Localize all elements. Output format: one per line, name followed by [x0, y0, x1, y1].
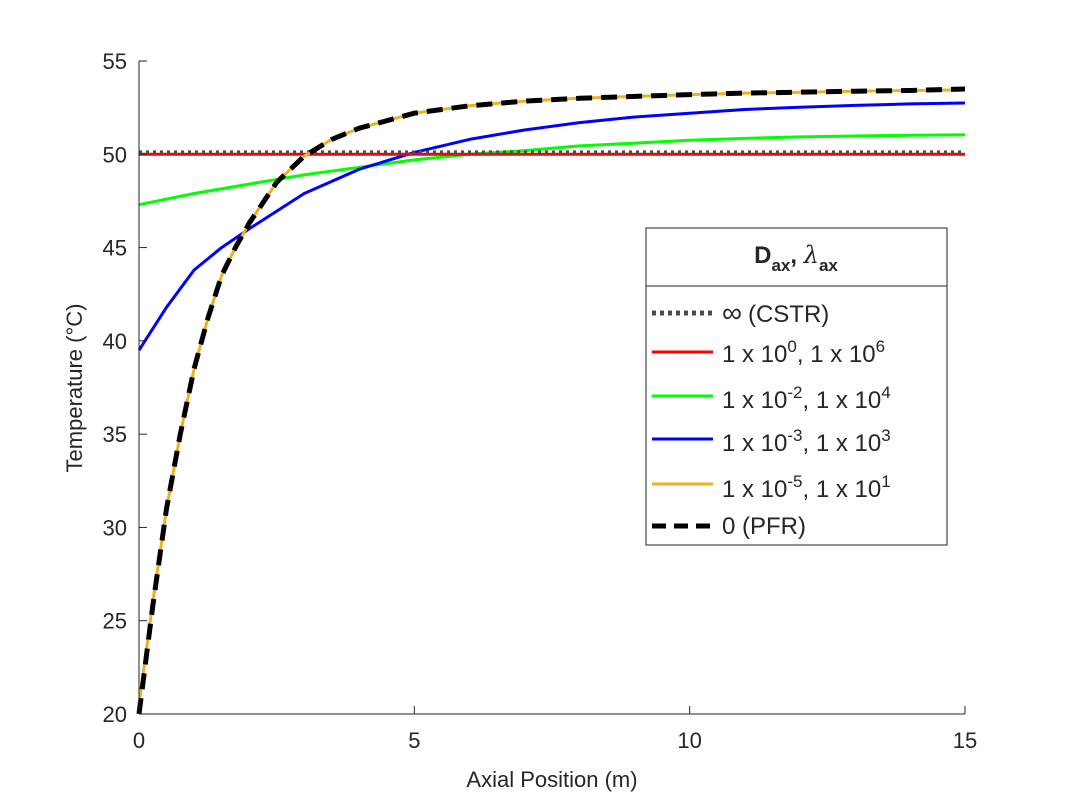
legend-label-green: 1 x 10-2, 1 x 104 — [722, 383, 891, 414]
y-tick-label: 35 — [103, 422, 127, 447]
legend-label-red: 1 x 100, 1 x 106 — [722, 337, 885, 368]
series-line-5 — [136, 86, 966, 715]
x-axis-label: Axial Position (m) — [466, 767, 637, 792]
legend-label-orange: 1 x 10-5, 1 x 101 — [722, 472, 891, 503]
y-tick-label: 45 — [103, 236, 127, 261]
y-tick-label: 40 — [103, 329, 127, 354]
y-tick-label: 50 — [103, 142, 127, 167]
legend-title-d: D — [754, 242, 771, 269]
legend-title-lambda: λ — [803, 241, 819, 269]
series-line-2 — [138, 133, 966, 207]
axes — [138, 61, 965, 715]
ticks: 0 5 10 15 20 25 30 35 40 45 50 55 — [103, 49, 978, 753]
legend: Dax, λax ∞ (CSTR) 1 x 100, 1 x 106 1 x 10… — [645, 227, 948, 546]
x-tick-label: 5 — [408, 728, 420, 753]
legend-label-blue: 1 x 10-3, 1 x 103 — [722, 426, 891, 457]
legend-label-cstr: ∞ (CSTR) — [722, 297, 829, 328]
legend-title-sep: , — [790, 242, 803, 269]
legend-title: Dax, λax — [754, 241, 838, 275]
legend-title-d-sub: ax — [771, 256, 790, 275]
legend-label-pfr: 0 (PFR) — [722, 513, 806, 540]
series-layer — [136, 86, 966, 715]
series-line-3 — [137, 101, 966, 352]
legend-box — [645, 227, 948, 546]
y-tick-label: 55 — [103, 49, 127, 74]
legend-title-lambda-sub: ax — [819, 256, 838, 275]
y-axis-label: Temperature (°C) — [62, 304, 87, 473]
infinity-symbol: ∞ — [722, 297, 742, 328]
x-tick-label: 15 — [953, 728, 977, 753]
x-tick-label: 0 — [133, 728, 145, 753]
y-tick-label: 20 — [103, 702, 127, 727]
y-tick-label: 30 — [103, 515, 127, 540]
y-tick-label: 25 — [103, 609, 127, 634]
x-tick-label: 10 — [677, 728, 701, 753]
